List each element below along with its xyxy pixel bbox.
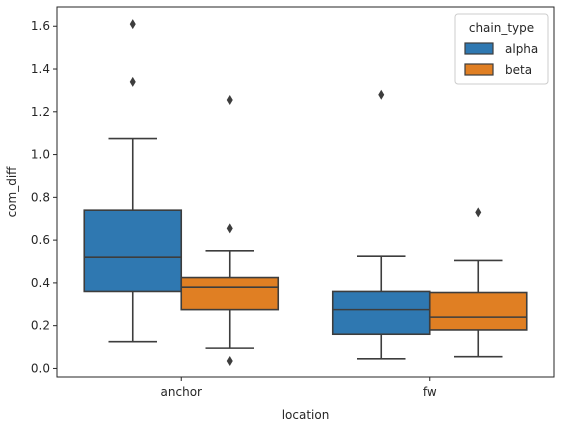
legend-title: chain_type [469,21,534,35]
y-tick-label: 0.0 [31,361,50,375]
y-tick-label: 0.8 [31,190,50,204]
outlier-marker [129,76,136,87]
legend-swatch-beta [464,63,494,76]
y-tick-label: 1.2 [31,105,50,119]
y-tick-label: 0.4 [31,276,50,290]
outlier-marker [129,19,136,30]
x-tick-label: fw [423,385,437,399]
box-alpha-anchor [83,209,183,293]
x-tick-label: anchor [161,385,203,399]
y-tick-label: 1.0 [31,148,50,162]
box-beta-fw [428,291,528,331]
x-axis-label: location [282,408,330,422]
outlier-marker [226,223,233,234]
plot-frame [56,6,555,378]
outlier-marker [475,207,482,218]
legend-label-beta: beta [505,63,532,77]
y-tick-label: 0.6 [31,233,50,247]
y-axis-label: com_diff [5,166,19,218]
legend-swatch-alpha [464,42,494,55]
y-tick-label: 0.2 [31,319,50,333]
y-tick-label: 1.6 [31,19,50,33]
outlier-marker [226,95,233,106]
legend-label-alpha: alpha [505,42,538,56]
box-beta-anchor [180,276,280,311]
y-tick-label: 1.4 [31,62,50,76]
box-alpha-fw [331,290,431,336]
outlier-marker [378,89,385,100]
outlier-marker [226,355,233,366]
